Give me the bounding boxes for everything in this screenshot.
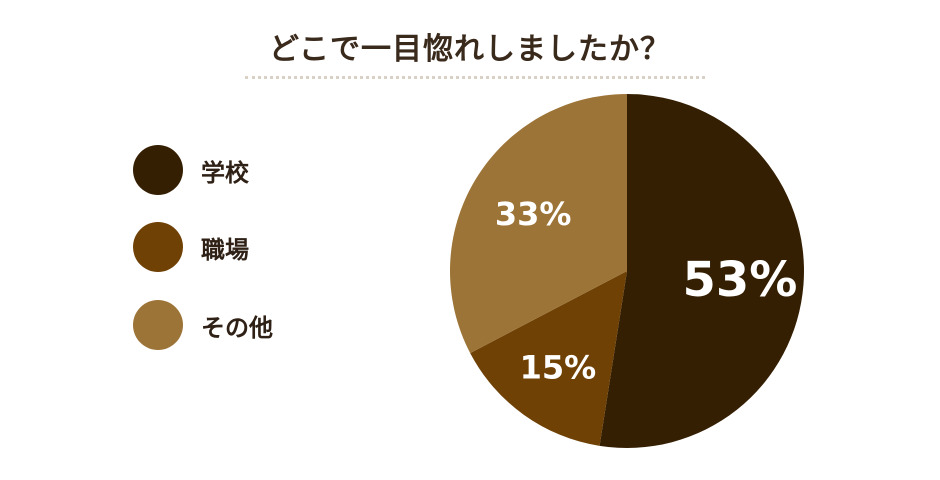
- legend-item-school: 学校: [133, 145, 249, 195]
- pie-slice-workplace: [470, 271, 627, 446]
- chart-title: どこで一目惚れしましたか？: [268, 32, 672, 67]
- legend: 学校 職場 その他: [133, 145, 373, 365]
- slice-label-school: 53%: [682, 252, 797, 308]
- legend-label-workplace: 職場: [201, 235, 249, 264]
- title-dotted-divider: [245, 76, 705, 79]
- slice-label-other: 33%: [495, 195, 572, 233]
- pie-slice-other: [449, 94, 627, 354]
- legend-label-school: 学校: [201, 158, 249, 187]
- legend-swatch-workplace: [133, 222, 183, 272]
- legend-swatch-other: [133, 300, 183, 350]
- slice-label-workplace: 15%: [520, 348, 597, 386]
- pie-slice-school: [599, 94, 805, 448]
- legend-item-workplace: 職場: [133, 222, 249, 272]
- legend-label-other: その他: [201, 313, 273, 342]
- legend-swatch-school: [133, 145, 183, 195]
- legend-item-other: その他: [133, 300, 273, 350]
